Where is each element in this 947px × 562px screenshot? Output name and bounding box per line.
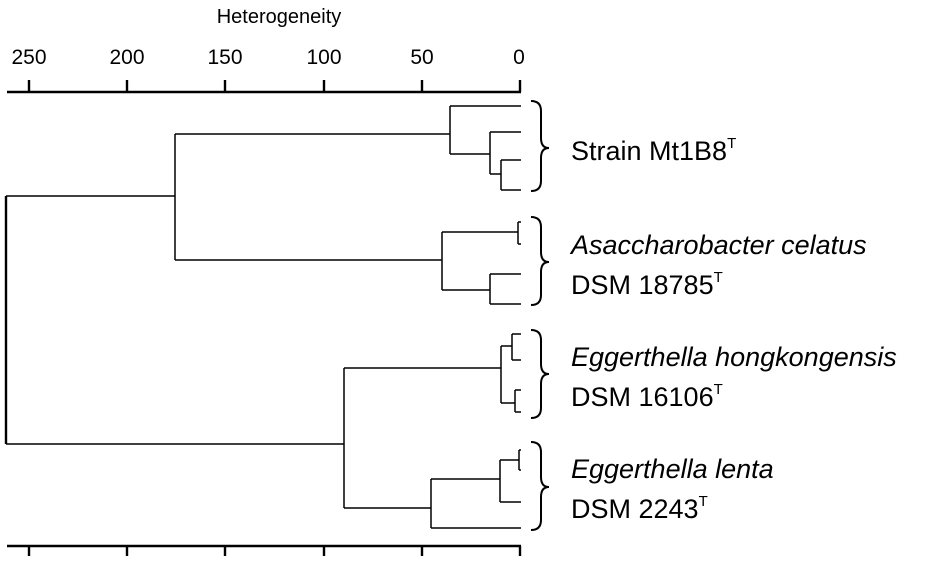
label-lenta-strain-text: DSM 2243 [571, 494, 699, 524]
brace-lenta [530, 441, 550, 531]
tick-label-200: 200 [109, 46, 144, 69]
label-hongkongensis-strain: DSM 16106T [571, 381, 723, 412]
tick-label-250: 250 [11, 46, 46, 69]
bottom-axis [7, 544, 522, 556]
brace-hongkongensis [530, 329, 550, 419]
axis-title: Heterogeneity [217, 6, 342, 28]
top-axis [7, 80, 522, 94]
label-asaccharobacter-name: Asaccharobacter celatus [569, 230, 867, 260]
label-asaccharobacter-strain: DSM 18785T [571, 269, 723, 300]
type-strain-superscript: T [727, 135, 736, 152]
label-hongkongensis-name: Eggerthella hongkongensis [571, 342, 897, 372]
label-lenta-name: Eggerthella lenta [571, 454, 774, 484]
brace-mt1b8 [530, 100, 550, 192]
type-strain-superscript: T [714, 269, 723, 286]
type-strain-superscript: T [714, 381, 723, 398]
dendrogram-tree [4, 105, 521, 529]
label-hongkongensis-strain-text: DSM 16106 [571, 382, 714, 412]
label-lenta-strain: DSM 2243T [571, 493, 708, 524]
type-strain-superscript: T [699, 493, 708, 510]
brace-asaccharobacter [530, 216, 550, 306]
label-strain-mt1b8-name: Strain Mt1B8 [571, 136, 727, 166]
label-asaccharobacter-strain-text: DSM 18785 [571, 270, 714, 300]
tick-label-100: 100 [306, 46, 341, 69]
label-strain-mt1b8: Strain Mt1B8T [571, 135, 736, 166]
tick-label-0: 0 [513, 46, 525, 69]
group-braces [530, 100, 550, 531]
tick-label-50: 50 [410, 46, 433, 69]
tick-label-150: 150 [207, 46, 242, 69]
